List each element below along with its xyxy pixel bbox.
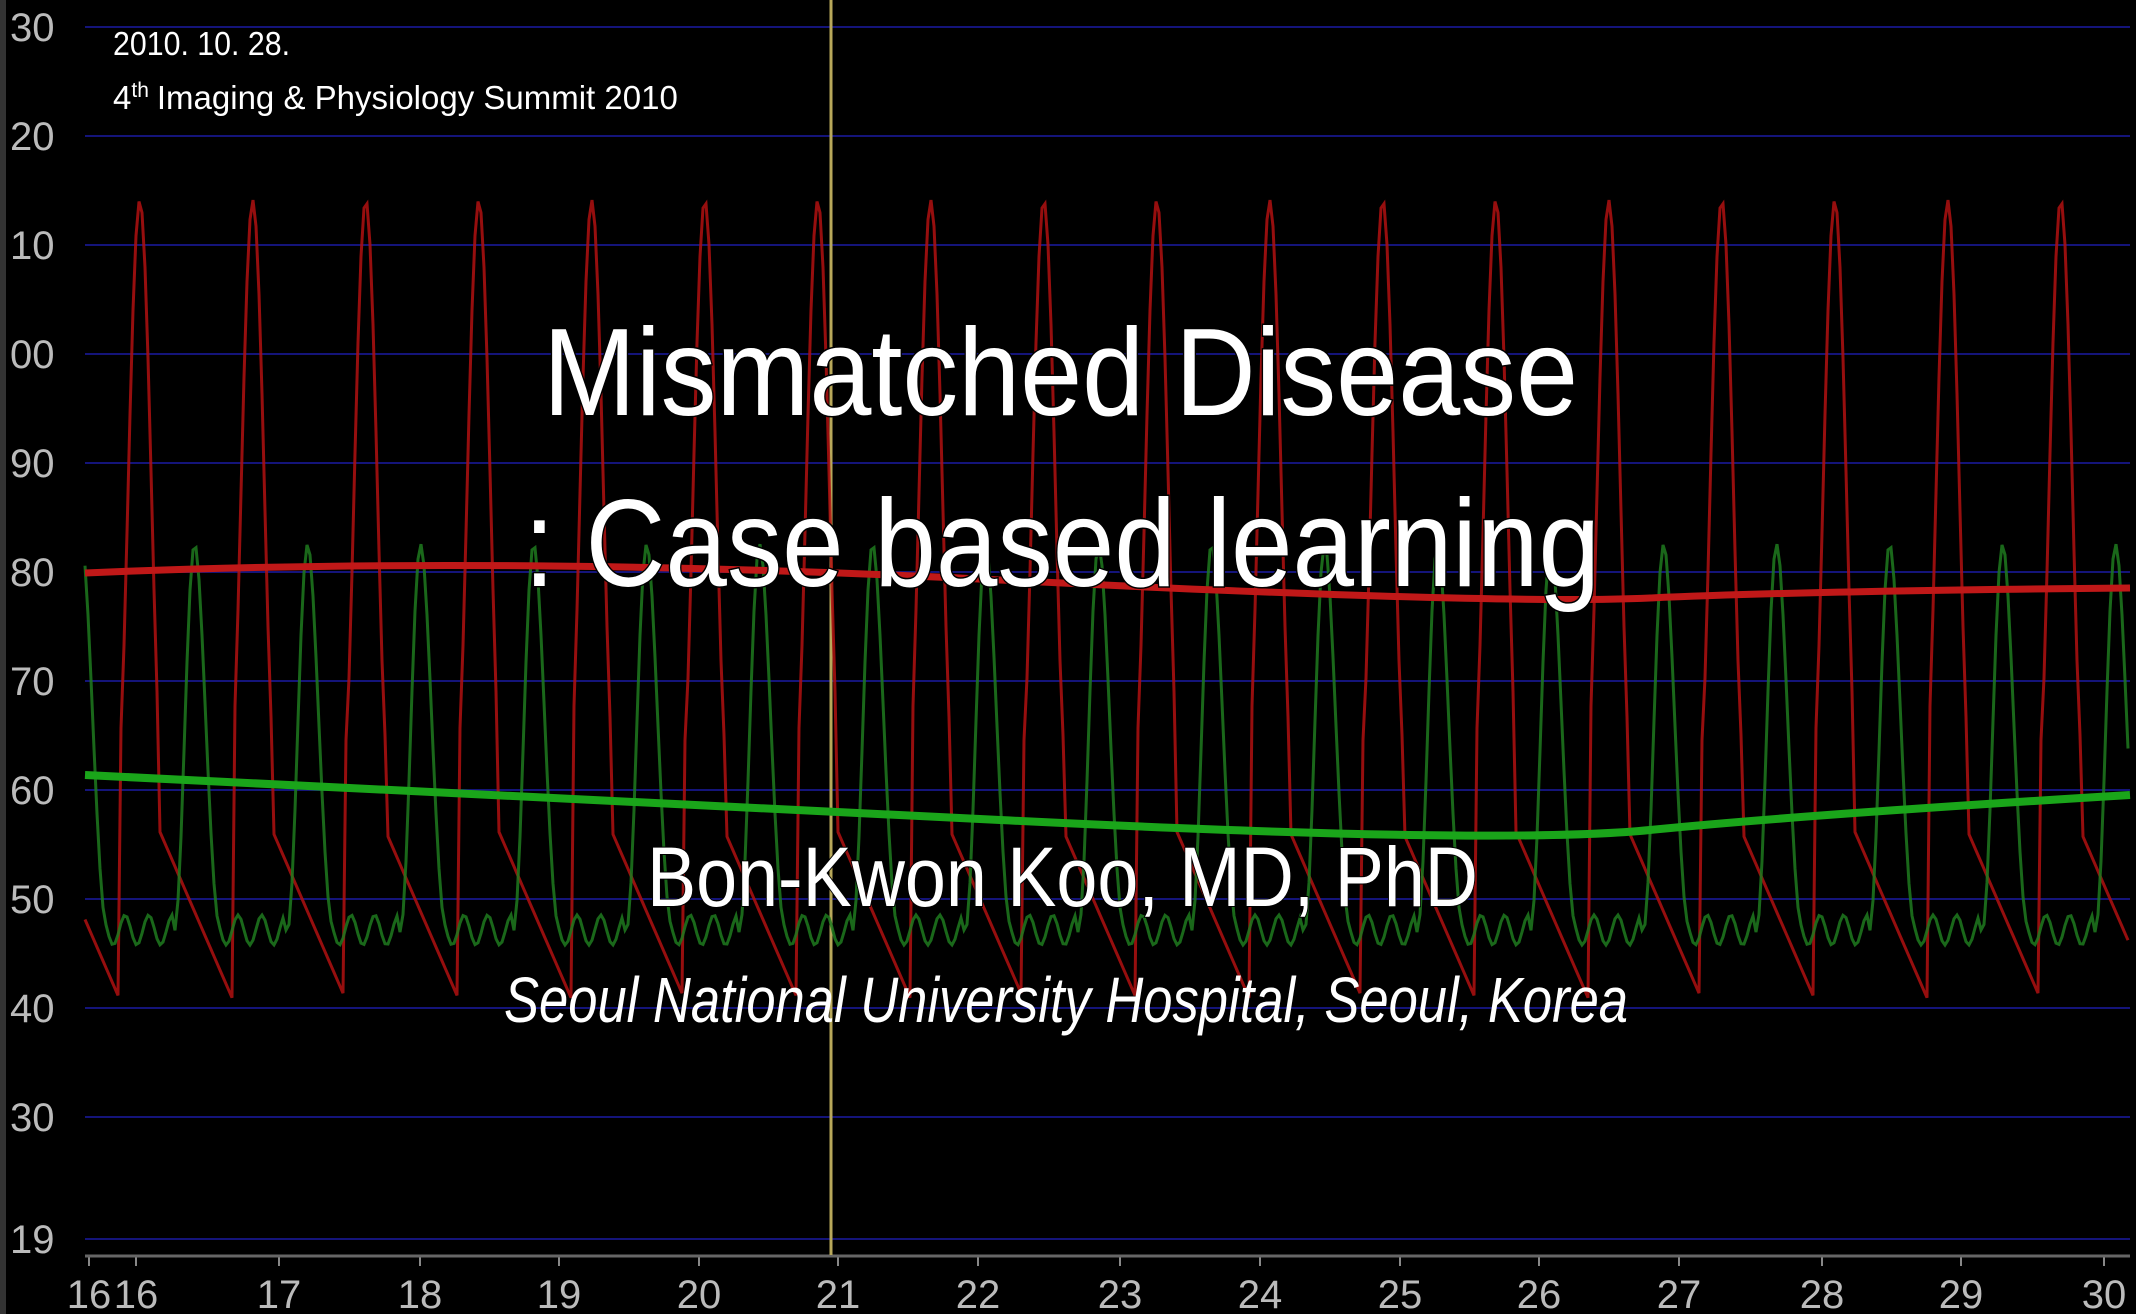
y-axis-label: 60	[10, 769, 55, 813]
x-axis-label: 21	[816, 1273, 861, 1314]
x-axis-label: 23	[1098, 1273, 1143, 1314]
y-axis-label: 40	[10, 987, 55, 1031]
ordinal-suffix: th	[131, 79, 149, 102]
y-axis-label: 00	[10, 333, 55, 377]
y-axis-label: 80	[10, 551, 55, 595]
x-axis-label: 16	[114, 1273, 159, 1314]
y-axis-label: 19	[10, 1218, 55, 1262]
x-axis-label: 19	[537, 1273, 582, 1314]
x-axis-label: 28	[1800, 1273, 1845, 1314]
x-axis-label: 17	[257, 1273, 302, 1314]
y-axis-label: 50	[10, 878, 55, 922]
y-axis-label: 20	[10, 115, 55, 159]
x-axis-label: 26	[1517, 1273, 1562, 1314]
y-axis-label: 70	[10, 660, 55, 704]
y-axis-label: 30	[10, 1096, 55, 1140]
y-axis-label: 10	[10, 224, 55, 268]
slide: 30 20 10 00 90 80 70 60 50 40 30 19 1616 17 18 19 20 21 22…	[0, 0, 2136, 1314]
frame-edge	[0, 0, 6, 1314]
x-axis-label: 30	[2082, 1273, 2127, 1314]
affiliation: Seoul National University Hospital, Seou…	[504, 964, 1628, 1036]
x-axis-label: 25	[1378, 1273, 1423, 1314]
x-axis-label: 27	[1657, 1273, 1702, 1314]
x-axis-label: 22	[956, 1273, 1001, 1314]
y-axis-label: 90	[10, 442, 55, 486]
title-line-2: : Case based learning	[524, 475, 1600, 613]
conference: 4th Imaging & Physiology Summit 2010	[113, 79, 678, 116]
author: Bon-Kwon Koo, MD, PhD	[647, 830, 1478, 924]
x-axis-label: 24	[1238, 1273, 1283, 1314]
x-axis-label: 18	[398, 1273, 443, 1314]
conference-name: Imaging & Physiology Summit 2010	[157, 79, 678, 116]
y-axis-label: 30	[10, 6, 55, 50]
ordinal: 4	[113, 79, 131, 116]
x-axis-label: 29	[1939, 1273, 1984, 1314]
x-axis-label: 16	[67, 1273, 112, 1314]
title-line-1: Mismatched Disease	[543, 304, 1578, 442]
x-axis-label: 20	[677, 1273, 722, 1314]
date: 2010. 10. 28.	[113, 25, 290, 62]
